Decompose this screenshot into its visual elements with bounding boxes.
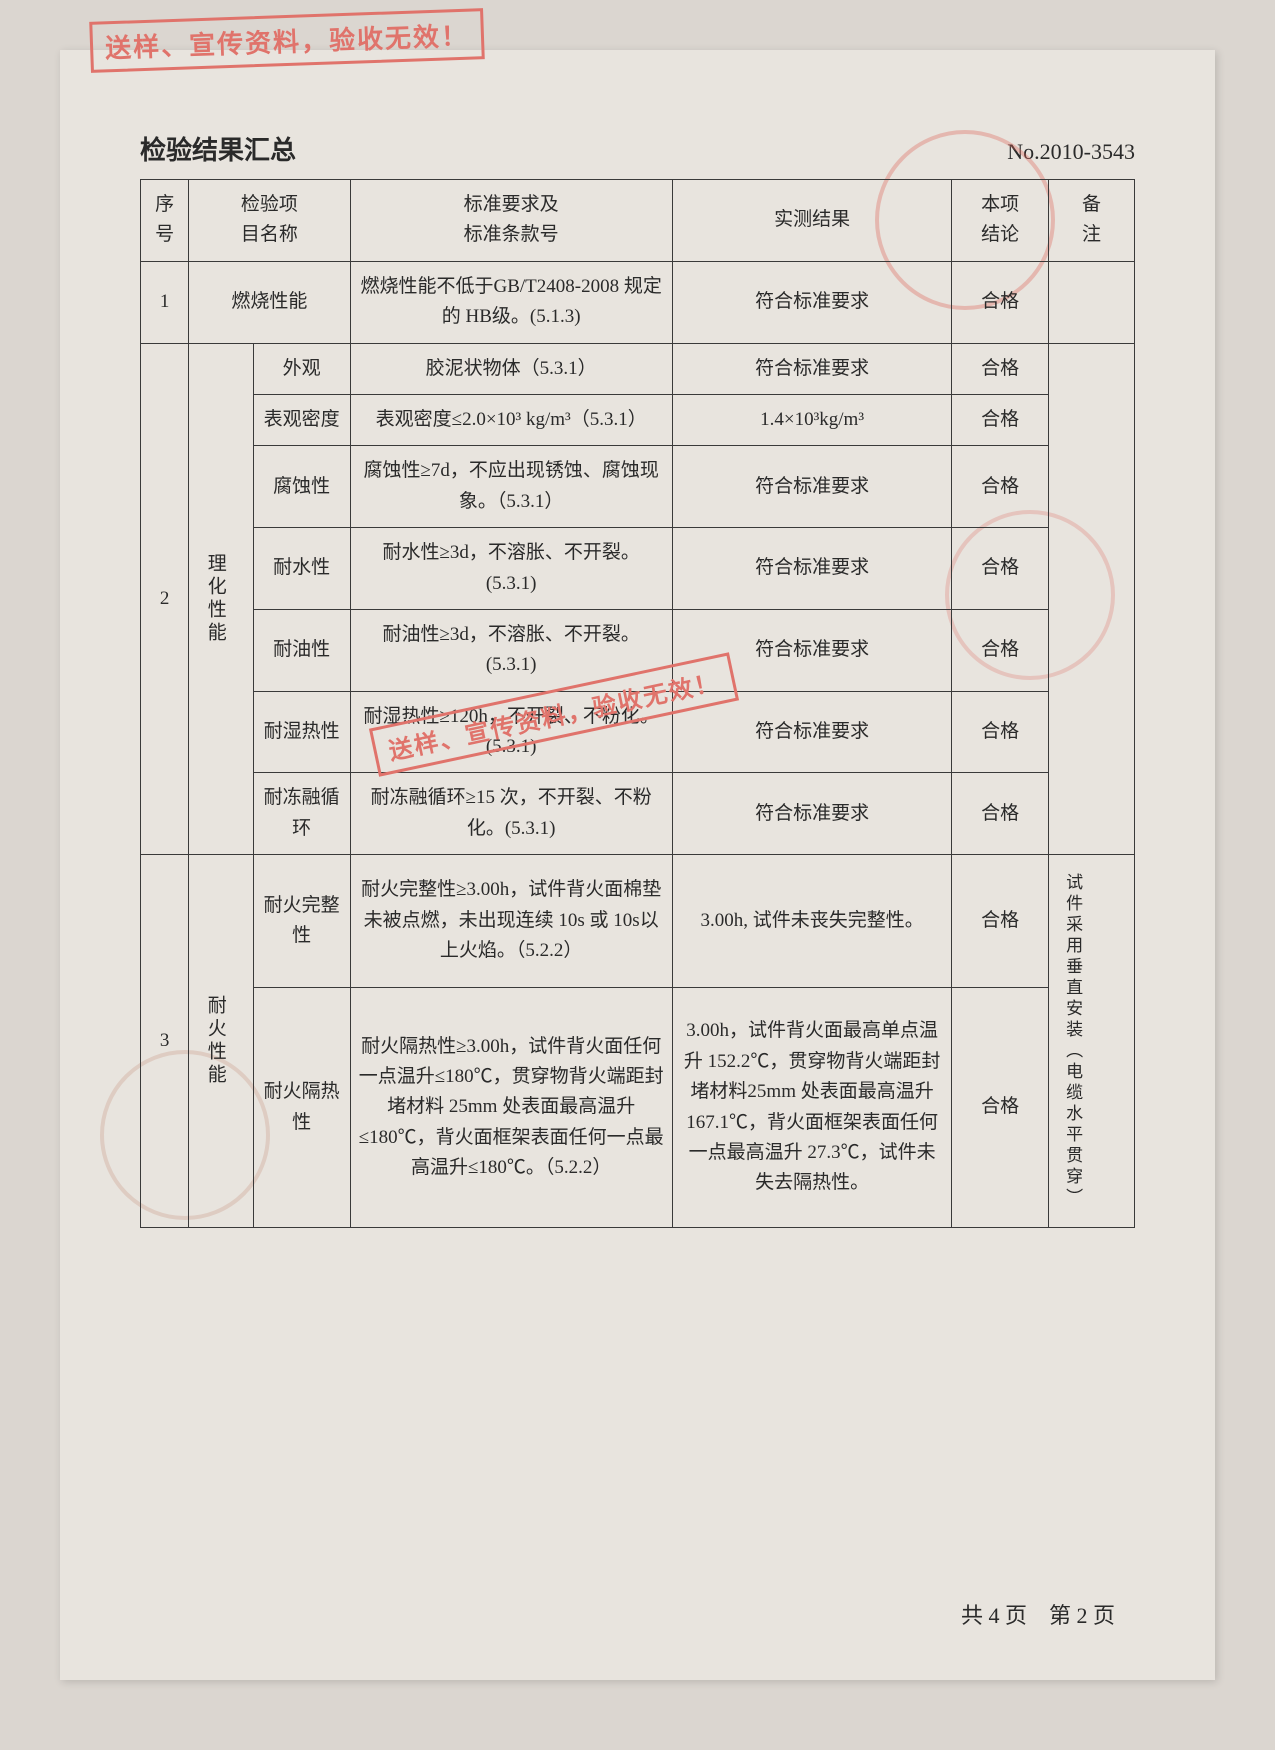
th-req: 标准要求及标准条款号	[350, 180, 672, 262]
cell-conc: 合格	[952, 394, 1049, 445]
cell-result: 1.4×10³kg/m³	[672, 394, 951, 445]
cell-result: 3.00h，试件背火面最高单点温升 152.2℃，贯穿物背火端距封堵材料25mm…	[672, 987, 951, 1227]
cell-subitem: 表观密度	[253, 394, 350, 445]
cell-result: 符合标准要求	[672, 446, 951, 528]
cell-note	[1048, 343, 1134, 855]
table-row: 1 燃烧性能 燃烧性能不低于GB/T2408-2008 规定的 HB级。(5.1…	[141, 261, 1135, 343]
cell-item-group: 耐火性能	[189, 855, 253, 1228]
cell-req: 表观密度≤2.0×10³ kg/m³（5.3.1）	[350, 394, 672, 445]
cell-seq: 1	[141, 261, 189, 343]
cell-item-group: 理化性能	[189, 343, 253, 855]
table-row: 2 理化性能 外观 胶泥状物体（5.3.1） 符合标准要求 合格	[141, 343, 1135, 394]
cell-subitem: 耐油性	[253, 609, 350, 691]
cell-conc: 合格	[952, 773, 1049, 855]
cell-subitem: 耐湿热性	[253, 691, 350, 773]
page-footer: 共 4 页 第 2 页	[961, 1598, 1115, 1630]
cell-result: 3.00h, 试件未丧失完整性。	[672, 855, 951, 988]
cell-conc: 合格	[952, 609, 1049, 691]
cell-subitem: 腐蚀性	[253, 446, 350, 528]
table-header-row: 序号 检验项目名称 标准要求及标准条款号 实测结果 本项结论 备注	[141, 180, 1135, 262]
cell-conc: 合格	[952, 691, 1049, 773]
cell-item: 燃烧性能	[189, 261, 350, 343]
table-row: 3 耐火性能 耐火完整性 耐火完整性≥3.00h，试件背火面棉垫未被点燃，未出现…	[141, 855, 1135, 988]
cell-result: 符合标准要求	[672, 343, 951, 394]
page: 送样、宣传资料，验收无效！ 检验结果汇总 No.2010-3543 送样、宣传资…	[60, 50, 1215, 1680]
cell-subitem: 耐火完整性	[253, 855, 350, 988]
table-row: 表观密度 表观密度≤2.0×10³ kg/m³（5.3.1） 1.4×10³kg…	[141, 394, 1135, 445]
cell-conc: 合格	[952, 261, 1049, 343]
cell-seq: 3	[141, 855, 189, 1228]
th-conc: 本项结论	[952, 180, 1049, 262]
cell-result: 符合标准要求	[672, 773, 951, 855]
cell-req: 耐水性≥3d，不溶胀、不开裂。(5.3.1)	[350, 528, 672, 610]
table-row: 腐蚀性 腐蚀性≥7d，不应出现锈蚀、腐蚀现象。（5.3.1） 符合标准要求 合格	[141, 446, 1135, 528]
cell-req: 耐火完整性≥3.00h，试件背火面棉垫未被点燃，未出现连续 10s 或 10s以…	[350, 855, 672, 988]
cell-result: 符合标准要求	[672, 528, 951, 610]
cell-req: 腐蚀性≥7d，不应出现锈蚀、腐蚀现象。（5.3.1）	[350, 446, 672, 528]
cell-result: 符合标准要求	[672, 261, 951, 343]
cell-subitem: 耐火隔热性	[253, 987, 350, 1227]
th-seq: 序号	[141, 180, 189, 262]
table-row: 耐冻融循环 耐冻融循环≥15 次，不开裂、不粉化。(5.3.1) 符合标准要求 …	[141, 773, 1135, 855]
cell-req: 胶泥状物体（5.3.1）	[350, 343, 672, 394]
cell-subitem: 外观	[253, 343, 350, 394]
th-note: 备注	[1048, 180, 1134, 262]
cell-seq: 2	[141, 343, 189, 855]
cell-conc: 合格	[952, 528, 1049, 610]
cell-subitem: 耐水性	[253, 528, 350, 610]
th-result: 实测结果	[672, 180, 951, 262]
cell-conc: 合格	[952, 446, 1049, 528]
stamp-top: 送样、宣传资料，验收无效！	[89, 8, 485, 73]
cell-conc: 合格	[952, 987, 1049, 1227]
page-title: 检验结果汇总	[140, 130, 296, 167]
cell-note: 试件采用垂直安装（电缆水平贯穿）	[1048, 855, 1134, 1228]
table-row: 耐水性 耐水性≥3d，不溶胀、不开裂。(5.3.1) 符合标准要求 合格	[141, 528, 1135, 610]
cell-req: 耐火隔热性≥3.00h，试件背火面任何一点温升≤180℃，贯穿物背火端距封堵材料…	[350, 987, 672, 1227]
cell-conc: 合格	[952, 855, 1049, 988]
cell-req: 燃烧性能不低于GB/T2408-2008 规定的 HB级。(5.1.3)	[350, 261, 672, 343]
table-row: 耐火隔热性 耐火隔热性≥3.00h，试件背火面任何一点温升≤180℃，贯穿物背火…	[141, 987, 1135, 1227]
cell-subitem: 耐冻融循环	[253, 773, 350, 855]
cell-conc: 合格	[952, 343, 1049, 394]
cell-req: 耐冻融循环≥15 次，不开裂、不粉化。(5.3.1)	[350, 773, 672, 855]
cell-note	[1048, 261, 1134, 343]
th-item: 检验项目名称	[189, 180, 350, 262]
